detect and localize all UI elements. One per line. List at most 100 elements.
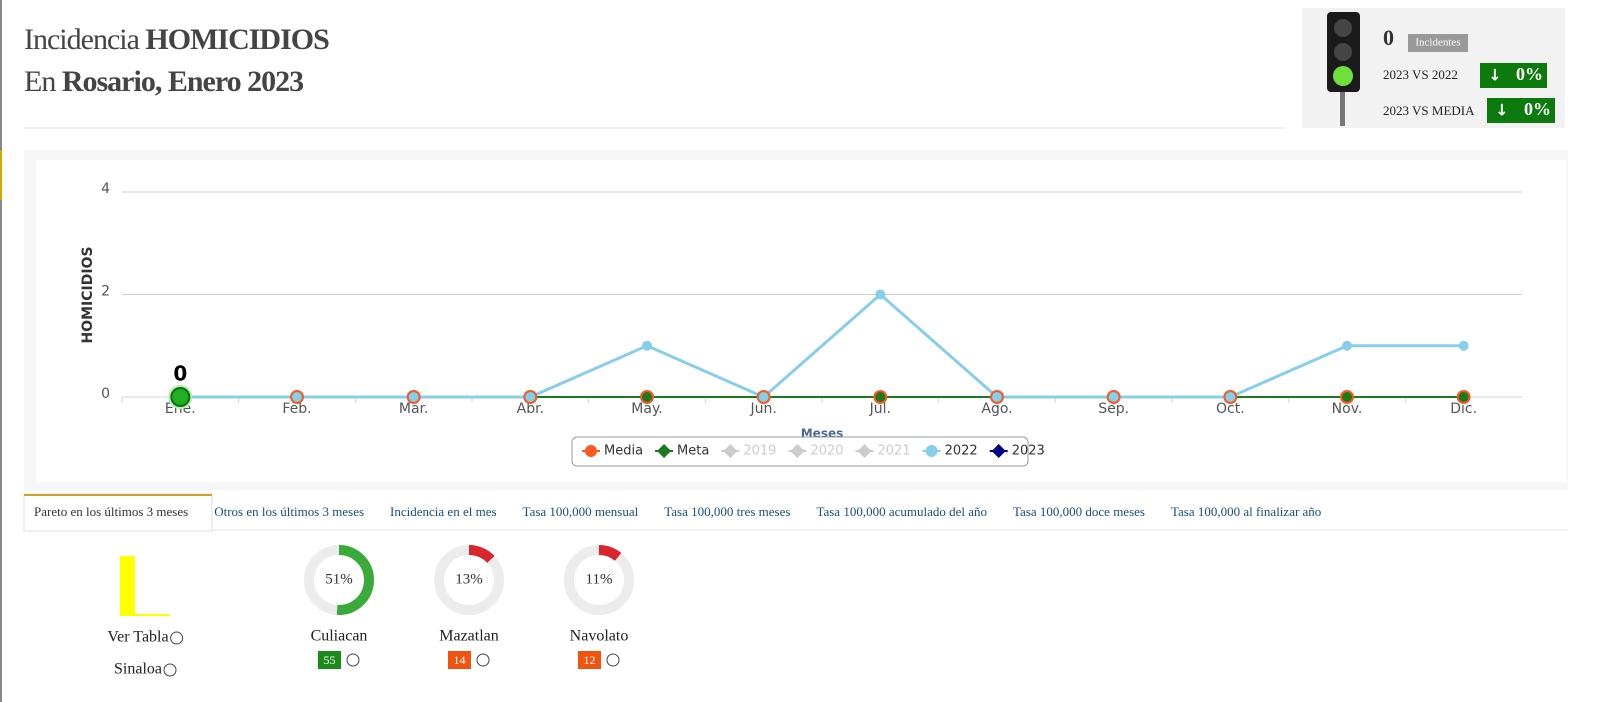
link-icon xyxy=(170,631,184,645)
link[interactable]: Ver Tabla xyxy=(107,629,168,646)
donut-label: 11% xyxy=(586,571,613,587)
x-tick-label: Abr. xyxy=(517,401,544,417)
series-marker xyxy=(1458,340,1469,351)
indicator-count: 0 xyxy=(1383,25,1394,50)
legend-item[interactable]: Media xyxy=(604,444,643,459)
comparison-value: 0% xyxy=(1524,99,1551,119)
donut-arc xyxy=(336,545,374,615)
title-bold: HOMICIDIOS xyxy=(145,23,329,56)
series-marker xyxy=(1342,340,1352,351)
light-yellow xyxy=(1334,43,1352,61)
meta-marker xyxy=(1342,392,1352,402)
donut-label: 51% xyxy=(325,571,353,587)
place-name[interactable]: Culiacan xyxy=(311,628,368,645)
y-axis-label: HOMICIDIOS xyxy=(80,246,96,343)
legend-symbol xyxy=(585,445,597,457)
count-icon[interactable] xyxy=(346,653,360,667)
tab[interactable]: Tasa 100,000 acumulado del año xyxy=(816,504,987,519)
count-badge xyxy=(448,651,471,669)
series-marker xyxy=(292,392,302,402)
legend-item[interactable]: 2022 xyxy=(945,444,978,459)
x-tick-label: Oct. xyxy=(1216,401,1245,417)
legend: Media Meta 2019 2020 2021 2022 2023 xyxy=(582,444,1045,459)
x-tick-label: Sep. xyxy=(1098,401,1129,417)
active-tab-top xyxy=(24,494,212,496)
count: 14 xyxy=(454,653,466,667)
legend-item[interactable]: 2019 xyxy=(743,444,776,459)
arrow-down: ↓ xyxy=(1495,101,1508,120)
tab[interactable]: Otros en los últimos 3 meses xyxy=(214,504,364,519)
donut-label: 13% xyxy=(455,571,483,587)
light-green xyxy=(1333,66,1353,86)
count-icon[interactable] xyxy=(476,653,490,667)
count-label: Incidentes xyxy=(1415,37,1460,49)
place-name[interactable]: Navolato xyxy=(570,628,629,645)
comparison-value: 0% xyxy=(1516,64,1543,84)
x-tick-label: Dic. xyxy=(1450,401,1477,417)
arrow-down: ↓ xyxy=(1488,66,1501,85)
meta-marker xyxy=(642,392,652,402)
tab[interactable]: Incidencia en el mes xyxy=(390,504,496,519)
title-prefix: Incidencia xyxy=(24,23,140,56)
series-marker xyxy=(642,340,652,351)
legend-symbol xyxy=(857,444,872,458)
tab[interactable]: Tasa 100,000 tres meses xyxy=(664,504,790,519)
title: Incidencia HOMICIDIOS xyxy=(24,23,329,56)
donut-arc xyxy=(468,545,495,564)
legend-symbol xyxy=(657,444,672,458)
pareto: Ver Tabla Sinaloa 51% Culiacan 55 13% Mazatlan… xyxy=(107,545,634,678)
comparison-badge xyxy=(1487,98,1555,123)
tab[interactable]: Tasa 100,000 mensual xyxy=(523,504,639,519)
y-tick-label: 4 xyxy=(101,181,110,197)
legend-symbol xyxy=(790,444,805,458)
link[interactable]: Sinaloa xyxy=(114,661,162,678)
donut-arc xyxy=(598,545,622,561)
light-pole xyxy=(1340,90,1345,126)
chart: 024Ene.Feb.Mar.Abr.May.Jun.Jul.Ago.Sep.O… xyxy=(101,181,1522,417)
data-label: 0 xyxy=(173,362,187,386)
series-line xyxy=(180,292,1464,399)
series-marker xyxy=(875,289,886,300)
tabs: Pareto en los últimos 3 meses Otros en lo… xyxy=(34,504,1321,519)
x-tick-label: Nov. xyxy=(1332,401,1363,417)
legend-item[interactable]: 2020 xyxy=(810,444,843,459)
tab[interactable]: Tasa 100,000 doce meses xyxy=(1013,504,1145,519)
x-tick-label: Jul. xyxy=(869,401,891,417)
current-marker xyxy=(170,387,191,407)
light-red xyxy=(1334,19,1352,37)
legend-symbol xyxy=(991,444,1006,458)
series-marker xyxy=(1225,392,1236,402)
left-border xyxy=(0,0,2,702)
tab[interactable]: Tasa 100,000 al finalizar año xyxy=(1171,504,1321,519)
y-tick-label: 2 xyxy=(101,284,110,300)
x-tick-label: Feb. xyxy=(282,401,311,417)
count-badge xyxy=(1408,34,1468,52)
x-tick-label: Jun. xyxy=(750,401,777,417)
count-icon[interactable] xyxy=(606,653,620,667)
comparison-label: 2023 VS MEDIA xyxy=(1383,103,1475,118)
series-marker xyxy=(408,392,419,402)
meta-marker xyxy=(1458,392,1469,402)
x-tick-label: Mar. xyxy=(399,401,429,417)
series-marker xyxy=(758,392,769,402)
legend-item[interactable]: 2023 xyxy=(1012,444,1045,459)
series-marker xyxy=(1108,392,1119,402)
count-badge xyxy=(578,651,601,669)
count-badge xyxy=(318,651,341,669)
place-name[interactable]: Mazatlan xyxy=(439,628,499,645)
comparison-label: 2023 VS 2022 xyxy=(1383,67,1458,82)
series-marker xyxy=(525,392,536,402)
x-tick-label: May. xyxy=(631,401,662,417)
legend-symbol xyxy=(723,444,738,458)
chart-panel xyxy=(36,160,1566,482)
subtitle: En Rosario, Enero 2023 xyxy=(24,65,303,98)
comparison-badge xyxy=(1480,63,1547,88)
tab[interactable]: Pareto en los últimos 3 meses xyxy=(34,504,188,519)
link-icon xyxy=(163,663,177,677)
legend-item[interactable]: Meta xyxy=(677,444,709,459)
legend-item[interactable]: 2021 xyxy=(878,444,911,459)
subtitle-prefix: En xyxy=(24,65,56,98)
meta-marker xyxy=(875,392,886,402)
count: 12 xyxy=(584,653,596,667)
